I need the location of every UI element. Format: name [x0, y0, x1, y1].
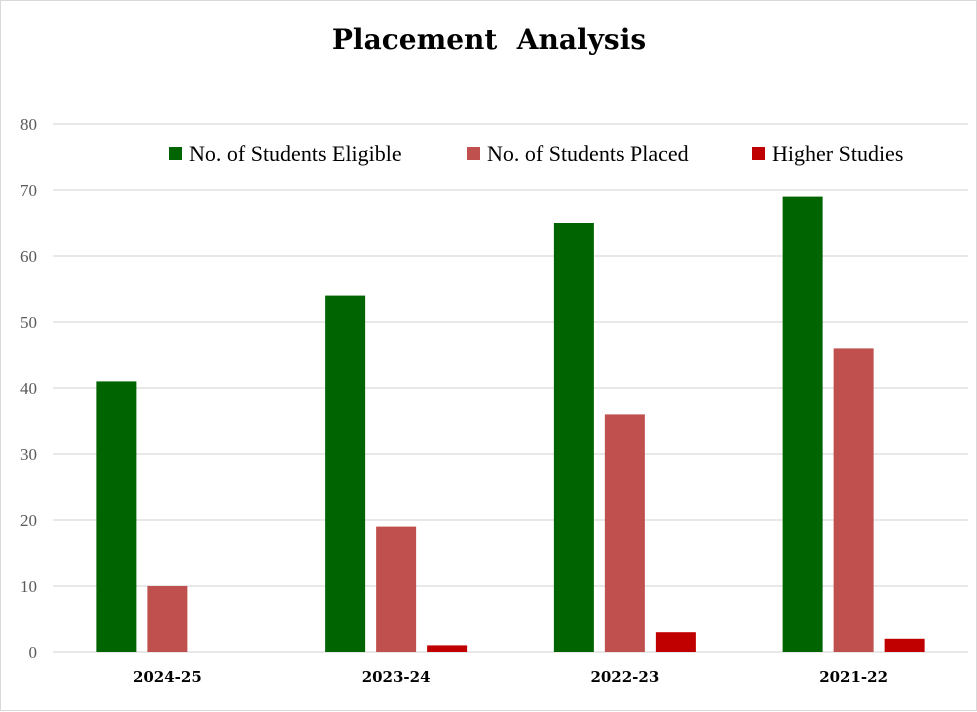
bars — [96, 196, 925, 652]
legend-swatch — [169, 147, 182, 160]
gridlines — [53, 123, 968, 653]
x-axis-ticks: 2024-25 2023-24 2022-23 2021-22 — [133, 668, 888, 686]
legend-swatch — [467, 147, 480, 160]
y-tick-label: 70 — [20, 181, 37, 200]
x-tick-label: 2023-24 — [362, 668, 431, 686]
y-tick-label: 40 — [20, 379, 37, 398]
legend-swatch — [752, 147, 765, 160]
bar — [833, 348, 874, 652]
bar — [325, 295, 366, 652]
y-axis-ticks: 0 10 20 30 40 50 60 70 80 — [20, 115, 37, 662]
y-tick-label: 0 — [29, 643, 38, 662]
legend-label: No. of Students Eligible — [189, 141, 402, 166]
y-tick-label: 50 — [20, 313, 37, 332]
y-tick-label: 60 — [20, 247, 37, 266]
x-tick-label: 2024-25 — [133, 668, 202, 686]
bar — [655, 632, 696, 652]
x-tick-label: 2021-22 — [819, 668, 888, 686]
y-tick-label: 30 — [20, 445, 37, 464]
bar — [782, 196, 823, 652]
legend-label: Higher Studies — [772, 141, 903, 166]
y-tick-label: 80 — [20, 115, 37, 134]
bar — [604, 414, 645, 652]
bar — [553, 223, 594, 652]
legend: No. of Students Eligible No. of Students … — [169, 141, 903, 166]
bar — [96, 381, 137, 652]
bar — [376, 526, 417, 652]
y-tick-label: 20 — [20, 511, 37, 530]
x-tick-label: 2022-23 — [590, 668, 659, 686]
legend-label: No. of Students Placed — [487, 141, 689, 166]
y-tick-label: 10 — [20, 577, 37, 596]
bar — [427, 645, 468, 652]
bar — [147, 586, 188, 652]
bar — [884, 638, 925, 652]
chart-title: Placement Analysis — [332, 23, 646, 56]
